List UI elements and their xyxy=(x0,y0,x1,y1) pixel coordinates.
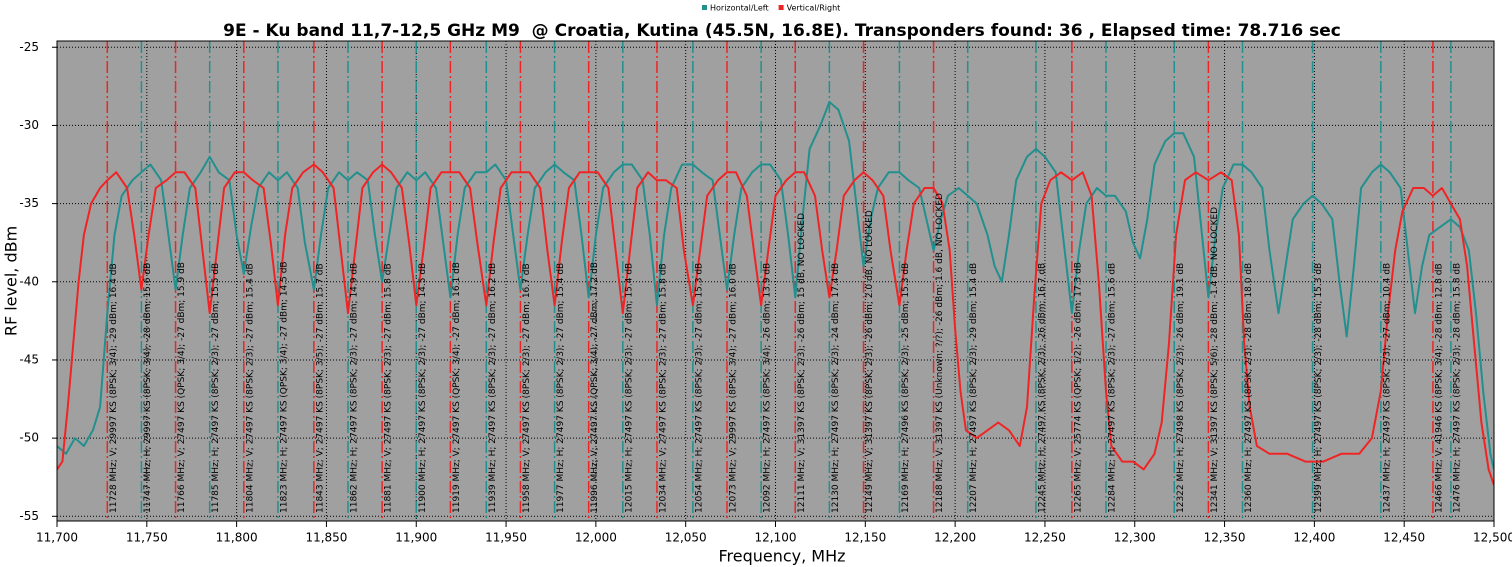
y-tick-label: -40 xyxy=(19,274,39,288)
y-tick-label: -50 xyxy=(19,431,39,445)
transponder-label: 12130 MHz; H; 27497 KS (8PSK; 2/3); -24 … xyxy=(831,263,841,513)
x-tick-label: 12,000 xyxy=(575,531,617,545)
x-tick-label: 12,100 xyxy=(755,531,797,545)
transponder-label: 11728 MHz; V; 29997 KS (8PSK; 3/4); -29 … xyxy=(109,263,119,513)
x-tick-label: 11,700 xyxy=(36,531,78,545)
transponder-label: 11996 MHz; V; 27497 KS (QPSK; 3/4); -27 … xyxy=(590,262,600,513)
transponder-label: 12360 MHz; H; 27497 KS (8PSK; 2/3); -28 … xyxy=(1244,263,1254,513)
transponder-label: 12341 MHz; V; 31397 KS (8PSK; 5/6); -28 … xyxy=(1210,207,1220,513)
x-tick-label: 12,450 xyxy=(1383,531,1425,545)
transponder-label: 12245 MHz; H; 27497 KS (8PSK; 2/3); -26 … xyxy=(1037,263,1047,513)
transponder-label: 12015 MHz; H; 27497 KS (8PSK; 2/3); -27 … xyxy=(624,263,634,513)
transponder-label: 11766 MHz; V; 27497 KS (QPSK; 3/4); -27 … xyxy=(177,262,187,513)
y-tick-label: -25 xyxy=(19,40,39,54)
x-tick-label: 12,300 xyxy=(1114,531,1156,545)
transponder-label: 12284 MHz; H; 27497 KS (8PSK; 2/3); -27 … xyxy=(1108,263,1118,513)
y-tick-label: -45 xyxy=(19,352,39,366)
series-line xyxy=(57,101,1494,470)
transponder-label: 12265 MHz; V; 25774 KS (QPSK; 1/2); -26 … xyxy=(1073,262,1083,513)
transponder-label: 12092 MHz; H; 27497 KS (8PSK; 3/4); -26 … xyxy=(763,263,773,513)
transponder-label: 11900 MHz; H; 27497 KS (8PSK; 2/3); -27 … xyxy=(418,263,428,513)
y-axis-label: RF level, dBm xyxy=(2,226,21,336)
x-tick-label: 11,900 xyxy=(395,531,437,545)
x-tick-label: 11,750 xyxy=(126,531,168,545)
transponder-label: 11977 MHz; H; 27497 KS (8PSK; 2/3); -27 … xyxy=(556,263,566,513)
transponder-label: 12169 MHz; H; 27496 KS (8PSK; 2/3); -25 … xyxy=(901,263,911,513)
x-tick-label: 11,950 xyxy=(485,531,527,545)
transponder-label: 12476 MHz; H; 27497 KS (8PSK; 2/3); -28 … xyxy=(1452,263,1462,513)
legend-swatch xyxy=(702,5,707,10)
transponder-label: 11862 MHz; H; 27497 KS (8PSK; 2/3); -27 … xyxy=(349,263,359,513)
x-tick-label: 12,150 xyxy=(844,531,886,545)
x-tick-label: 11,800 xyxy=(216,531,258,545)
legend-swatch xyxy=(778,5,784,10)
transponder-label: 12034 MHz; V; 27497 KS (8PSK; 2/3); -27 … xyxy=(658,263,668,513)
transponder-label: 12322 MHz; H; 27498 KS (8PSK; 2/3); -26 … xyxy=(1176,263,1186,513)
transponder-label: 12399 MHz; H; 27497 KS (8PSK; 2/3); -28 … xyxy=(1314,263,1324,513)
transponder-label: 11804 MHz; V; 27497 KS (8PSK; 2/3); -27 … xyxy=(245,263,255,513)
transponder-label: 11785 MHz; H; 27497 KS (8PSK; 2/3); -27 … xyxy=(211,263,221,513)
legend-label: Vertical/Right xyxy=(787,4,841,13)
y-tick-label: -55 xyxy=(19,509,39,523)
x-tick-label: 12,200 xyxy=(934,531,976,545)
y-tick-label: -35 xyxy=(19,196,39,210)
chart-title: 9E - Ku band 11,7-12,5 GHz M9 @ Croatia,… xyxy=(223,21,1341,41)
transponder-label: 11843 MHz; V; 27497 KS (8PSK; 3/5); -27 … xyxy=(315,263,325,513)
x-tick-label: 12,050 xyxy=(665,531,707,545)
transponder-label: 12207 MHz; H; 27497 KS (8PSK; 2/3); -29 … xyxy=(969,263,979,513)
x-tick-label: 12,350 xyxy=(1204,531,1246,545)
transponder-label: 12054 MHz; H; 27497 KS (8PSK; 2/3); -27 … xyxy=(694,263,704,513)
plot-frame xyxy=(56,40,1495,522)
transponder-label: 12437 MHz; H; 27497 KS (8PSK; 2/3); -27 … xyxy=(1382,263,1392,513)
transponder-label: 11919 MHz; V; 27497 KS (QPSK; 3/4); -27 … xyxy=(452,262,462,513)
transponder-label: 11939 MHz; H; 27497 KS (8PSK; 2/3); -27 … xyxy=(488,263,498,513)
y-tick-label: -30 xyxy=(19,118,39,132)
transponder-label: 12466 MHz; V; 41946 KS (8PSK; 3/4); -28 … xyxy=(1434,263,1444,513)
x-tick-label: 12,500 xyxy=(1473,531,1512,545)
transponder-label: 11823 MHz; H; 27497 KS (QPSK; 3/4); -27 … xyxy=(279,261,289,513)
transponder-label: 12149 MHz; V; 31397 KS (8PSK; 2/3); -26 … xyxy=(865,210,875,513)
x-axis-label: Frequency, MHz xyxy=(718,547,845,566)
legend-label: Horizontal/Left xyxy=(710,4,769,13)
series-line xyxy=(57,163,1494,486)
transponder-label: 11958 MHz; V; 27497 KS (8PSK; 2/3); -27 … xyxy=(522,263,532,513)
transponder-label: 11881 MHz; V; 27497 KS (8PSK; 2/3); -27 … xyxy=(384,263,394,513)
transponder-label: 11747 MHz; H; 29997 KS (8PSK; 3/4); -28 … xyxy=(143,263,153,513)
transponder-label: 12111 MHz; V; 31397 KS (8PSK; 2/3); -26 … xyxy=(797,213,807,513)
transponder-label: 12073 MHz; V; 29997 KS (8PSK; 3/4); -27 … xyxy=(729,263,739,513)
transponder-label: 12188 MHz; V; 31397 KS (Unknown; ?/?); -… xyxy=(935,193,945,513)
x-tick-label: 12,250 xyxy=(1024,531,1066,545)
x-tick-label: 11,850 xyxy=(305,531,347,545)
x-tick-label: 12,400 xyxy=(1293,531,1335,545)
